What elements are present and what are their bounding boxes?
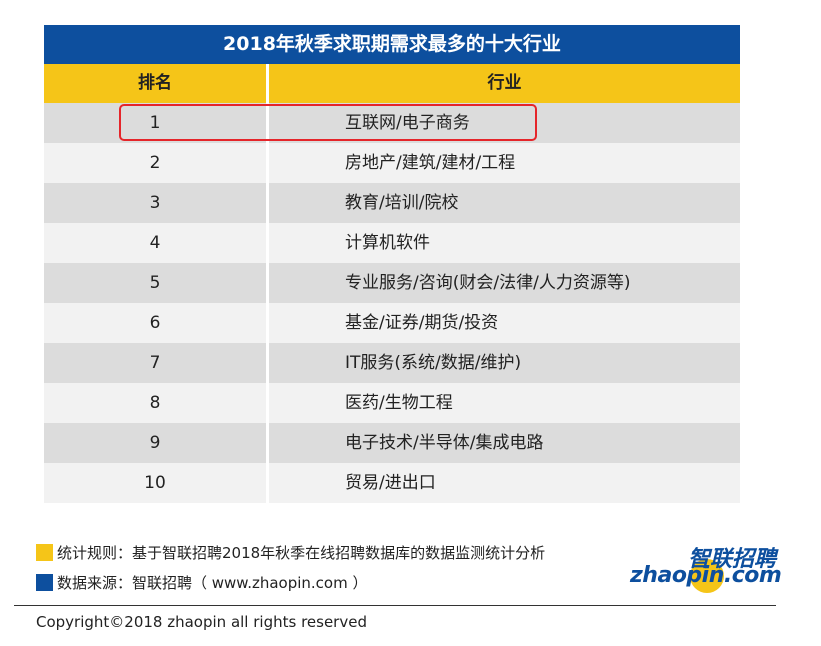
- header-rank: 排名: [138, 73, 172, 93]
- logo-en-text: zhaopin.com: [630, 563, 782, 588]
- table-row: 3 教育/培训/院校: [44, 183, 740, 223]
- table-row: 5 专业服务/咨询(财会/法律/人力资源等): [44, 263, 740, 303]
- rank-cell: 9: [149, 433, 161, 453]
- note-source: 数据来源：智联招聘（ www.zhaopin.com ）: [36, 572, 367, 593]
- table-row: 7 IT服务(系统/数据/维护): [44, 343, 740, 383]
- industry-cell: 教育/培训/院校: [266, 183, 740, 223]
- divider: [14, 605, 776, 606]
- rank-cell: 5: [149, 273, 161, 293]
- table-row: 1 互联网/电子商务: [44, 103, 740, 143]
- industry-cell: 电子技术/半导体/集成电路: [266, 423, 740, 463]
- table-title: 2018年秋季求职期需求最多的十大行业: [44, 25, 740, 64]
- industry-cell: 房地产/建筑/建材/工程: [266, 143, 740, 183]
- industry-cell: 基金/证券/期货/投资: [266, 303, 740, 343]
- table-row: 8 医药/生物工程: [44, 383, 740, 423]
- table-row: 9 电子技术/半导体/集成电路: [44, 423, 740, 463]
- rank-cell: 4: [149, 233, 161, 253]
- copyright-text: Copyright©2018 zhaopin all rights reserv…: [36, 613, 367, 631]
- rank-cell: 6: [149, 313, 161, 333]
- yellow-square-icon: [36, 544, 53, 561]
- blue-square-icon: [36, 574, 53, 591]
- industry-cell: 计算机软件: [266, 223, 740, 263]
- note-rule-text: 统计规则：基于智联招聘2018年秋季在线招聘数据库的数据监测统计分析: [57, 544, 546, 562]
- rank-cell: 10: [144, 473, 166, 493]
- note-source-text: 数据来源：智联招聘（ www.zhaopin.com ）: [57, 574, 368, 592]
- table-header: 排名 行业: [44, 64, 740, 103]
- industry-cell: IT服务(系统/数据/维护): [266, 343, 740, 383]
- industry-cell: 贸易/进出口: [266, 463, 740, 503]
- note-rule: 统计规则：基于智联招聘2018年秋季在线招聘数据库的数据监测统计分析: [36, 542, 545, 563]
- table-row: 10 贸易/进出口: [44, 463, 740, 503]
- industry-cell: 互联网/电子商务: [266, 103, 740, 143]
- rank-cell: 3: [149, 193, 161, 213]
- table-row: 6 基金/证券/期货/投资: [44, 303, 740, 343]
- zhaopin-logo: 智联招聘 zhaopin.com: [630, 541, 782, 593]
- header-industry: 行业: [266, 64, 740, 103]
- table-body: 1 互联网/电子商务 2 房地产/建筑/建材/工程 3 教育/培训/院校 4 计算机软件 5 专业…: [44, 103, 740, 503]
- logo-cn-text: 智联招聘: [687, 547, 776, 572]
- rank-cell: 8: [149, 393, 161, 413]
- table-row: 2 房地产/建筑/建材/工程: [44, 143, 740, 183]
- industry-cell: 专业服务/咨询(财会/法律/人力资源等): [266, 263, 740, 303]
- rank-cell: 7: [149, 353, 161, 373]
- industry-table: 2018年秋季求职期需求最多的十大行业 排名 行业 1 互联网/电子商务 2 房地产/…: [44, 25, 740, 503]
- table-row: 4 计算机软件: [44, 223, 740, 263]
- industry-cell: 医药/生物工程: [266, 383, 740, 423]
- rank-cell: 1: [149, 113, 161, 133]
- highlight-box: [119, 104, 537, 141]
- rank-cell: 2: [149, 153, 161, 173]
